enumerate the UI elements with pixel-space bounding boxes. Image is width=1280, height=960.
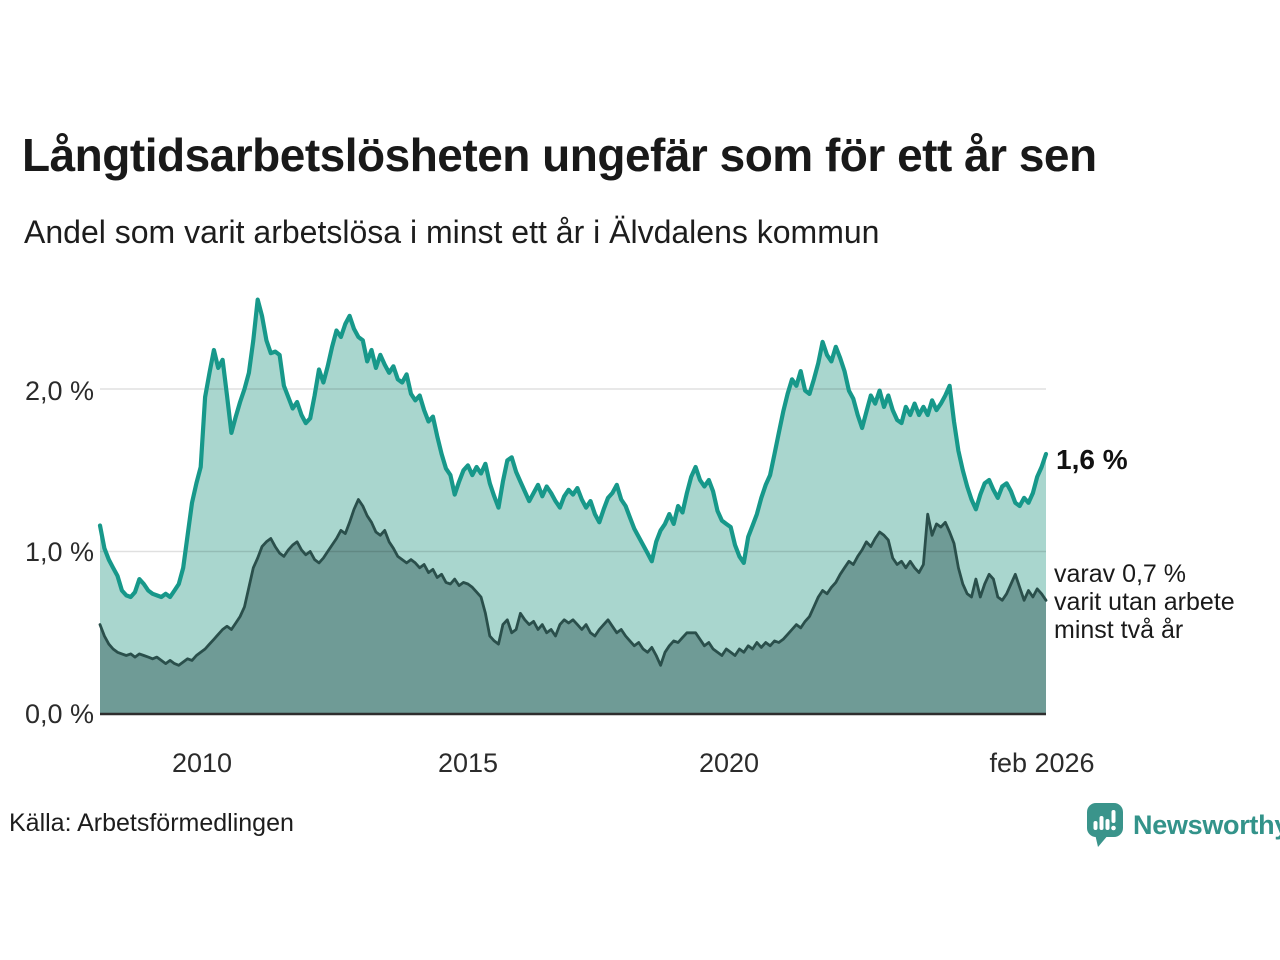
secondary-series-label-line1: varav 0,7 % xyxy=(1054,560,1187,588)
x-axis-tick-feb-2026: feb 2026 xyxy=(989,748,1095,778)
x-axis-tick-2020: 2020 xyxy=(698,748,760,778)
y-axis-tick-2: 2,0 % xyxy=(24,376,94,406)
secondary-series-label-line3: minst två år xyxy=(1054,616,1184,644)
source-credit: Källa: Arbetsförmedlingen xyxy=(9,809,294,837)
latest-value-label: 1,6 % xyxy=(1056,444,1128,475)
newsworthy-brand: Newsworthy xyxy=(1086,802,1280,848)
y-axis-tick-0: 0,0 % xyxy=(24,699,94,729)
x-axis-tick-2015: 2015 xyxy=(437,748,499,778)
x-axis-tick-2010: 2010 xyxy=(171,748,233,778)
secondary-series-label-line2: varit utan arbete xyxy=(1054,588,1235,616)
y-axis-tick-1: 1,0 % xyxy=(24,537,94,567)
newsworthy-logo-icon xyxy=(1087,803,1123,847)
page-title: Långtidsarbetslösheten ungefär som för e… xyxy=(22,129,1097,181)
page-subtitle: Andel som varit arbetslösa i minst ett å… xyxy=(24,214,880,250)
brand-name: Newsworthy xyxy=(1133,809,1280,840)
secondary-series-label: varav 0,7 % varit utan arbete minst två … xyxy=(1054,560,1235,644)
